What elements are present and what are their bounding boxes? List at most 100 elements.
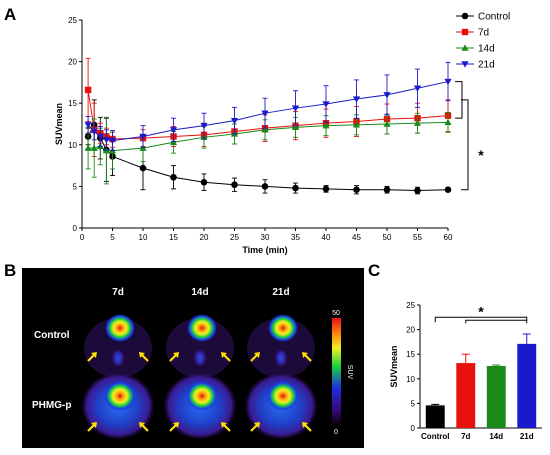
heart-signal [186, 381, 218, 411]
data-point [261, 126, 269, 133]
data-point [261, 110, 269, 117]
data-point [230, 117, 239, 125]
bar-Control [425, 405, 445, 428]
data-point [200, 178, 208, 186]
significance-bracket [461, 99, 469, 191]
data-point [90, 144, 98, 151]
panel-label-c: C [368, 261, 380, 280]
bar-21d [517, 343, 537, 428]
y-tick-label: 15 [68, 99, 77, 108]
x-tick-label: 35 [291, 233, 300, 242]
colorbar-min-label: 0 [334, 429, 338, 436]
colorbar-max-label: 50 [332, 310, 340, 317]
series-7d [84, 57, 452, 157]
y-axis-title: SUVmean [54, 103, 64, 145]
heart-signal [105, 314, 135, 342]
data-point [383, 120, 391, 127]
data-point [444, 78, 452, 86]
series-line [87, 81, 449, 142]
x-tick-label: 0 [80, 233, 85, 242]
data-point [413, 85, 422, 92]
bar-7d [456, 363, 476, 428]
arrow-head [173, 422, 179, 428]
spine-signal [274, 348, 288, 368]
data-point [139, 164, 147, 172]
data-point [261, 183, 269, 190]
pet-row-label: PHMG-p [32, 400, 71, 411]
y-tick-label: 10 [406, 375, 415, 384]
y-tick-label: 25 [406, 301, 415, 310]
data-point [353, 186, 360, 194]
colorbar [332, 318, 341, 426]
data-point [90, 128, 98, 136]
x-tick-label: 10 [139, 233, 148, 242]
data-point [139, 133, 147, 141]
data-point [444, 186, 452, 194]
series-21d [84, 61, 452, 152]
data-point [291, 105, 300, 112]
arrow-head [254, 422, 260, 428]
data-point [169, 127, 178, 134]
y-tick-label: 5 [411, 399, 416, 408]
data-point [383, 186, 391, 194]
legend-label: 7d [478, 28, 489, 39]
colorbar-title: SUV [346, 365, 353, 380]
arrow-head [139, 422, 145, 428]
x-axis-title: Time (min) [242, 245, 287, 255]
x-tick-label: 40 [322, 233, 331, 242]
bar-14d [486, 366, 506, 428]
arrow-head [302, 352, 308, 358]
legend-label: Control [478, 12, 510, 23]
arrow-head [254, 352, 260, 358]
legend-label: 14d [478, 44, 495, 55]
pet-scan-image [84, 314, 152, 378]
data-point [352, 96, 361, 103]
x-tick-label: 60 [444, 233, 453, 242]
panel-label-a: A [4, 5, 16, 24]
legend-marker [461, 44, 469, 51]
x-tick-label: 5 [110, 233, 115, 242]
data-point [84, 144, 92, 151]
spine-signal [111, 348, 125, 368]
data-point [322, 185, 330, 193]
significance-star: * [478, 147, 484, 163]
data-point [322, 122, 330, 129]
pet-row-label: Control [34, 330, 70, 341]
pet-scan-image [166, 314, 234, 378]
series-14d [84, 111, 452, 185]
heart-signal [104, 381, 136, 411]
heart-signal [267, 381, 299, 411]
legend-marker [461, 28, 469, 36]
bar-chart-panel: 0 5 10 15 20 25 SUVmean Control 7d 14d 21d * [389, 301, 542, 441]
arrow-head [302, 422, 308, 428]
arrow-head [91, 422, 97, 428]
y-tick-label: 0 [73, 224, 78, 233]
data-point [322, 101, 330, 108]
x-tick-label: 25 [230, 233, 239, 242]
x-tick-label: 21d [520, 432, 534, 441]
arrow-head [173, 352, 179, 358]
data-point [84, 86, 92, 94]
arrow-head [221, 352, 227, 358]
y-tick-label: 15 [406, 350, 415, 359]
x-tick-label: 55 [413, 233, 422, 242]
arrow-head [91, 352, 97, 358]
data-point [96, 133, 104, 141]
arrow-head [221, 422, 227, 428]
y-tick-label: 20 [68, 58, 77, 67]
series-Control [84, 99, 452, 195]
data-point [108, 137, 117, 145]
y-axis-title: SUVmean [389, 345, 399, 387]
pet-column-label: 14d [191, 287, 208, 298]
data-point [414, 187, 421, 194]
y-tick-label: 25 [68, 16, 77, 25]
data-point [444, 118, 452, 126]
data-point [352, 121, 361, 128]
x-tick-label: 14d [489, 432, 503, 441]
pet-scan-image [163, 372, 237, 440]
panel-label-b: B [4, 261, 16, 280]
x-tick-label: 20 [200, 233, 209, 242]
x-tick-label: 45 [352, 233, 361, 242]
data-point [84, 122, 92, 129]
